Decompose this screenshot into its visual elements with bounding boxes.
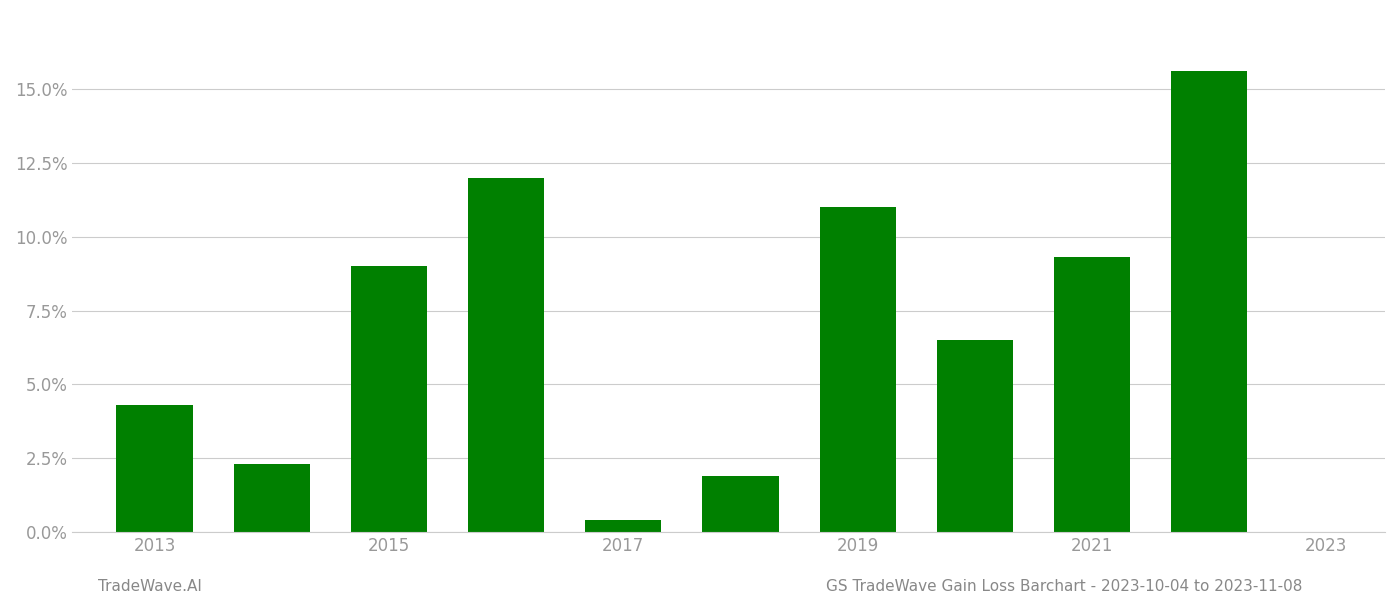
Bar (234, 464, 309, 532)
Text: TradeWave.AI: TradeWave.AI (98, 579, 202, 594)
Bar (116, 405, 193, 532)
Bar (351, 266, 427, 532)
Bar (1172, 71, 1247, 532)
Bar (937, 340, 1014, 532)
Bar (703, 476, 778, 532)
Bar (585, 520, 661, 532)
Bar (1054, 257, 1130, 532)
Text: GS TradeWave Gain Loss Barchart - 2023-10-04 to 2023-11-08: GS TradeWave Gain Loss Barchart - 2023-1… (826, 579, 1302, 594)
Bar (819, 207, 896, 532)
Bar (468, 178, 545, 532)
